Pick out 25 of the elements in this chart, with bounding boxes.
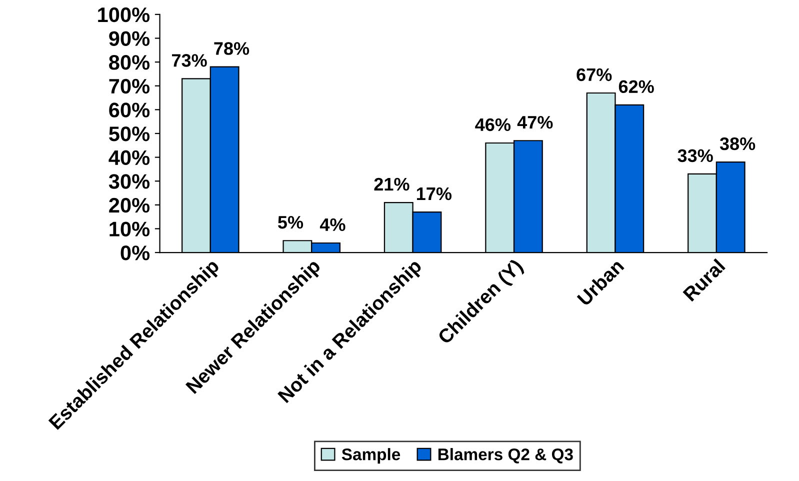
data-label: 78% xyxy=(214,42,250,55)
y-tick-label: 60% xyxy=(109,102,150,118)
data-label: 17% xyxy=(417,187,452,200)
y-tick-label: 10% xyxy=(110,222,150,236)
legend-label: Blamers Q2 & Q3 xyxy=(438,448,573,464)
y-tick-label: 40% xyxy=(108,150,150,166)
data-label: 33% xyxy=(678,149,713,162)
data-label: 47% xyxy=(517,116,553,129)
data-label: 38% xyxy=(720,137,756,150)
y-tick-label: 70% xyxy=(109,78,150,94)
data-label: 21% xyxy=(374,178,410,191)
y-tick-label: 20% xyxy=(109,198,150,213)
y-tick-label: 100% xyxy=(98,7,150,22)
data-label: 5% xyxy=(278,216,304,229)
data-label: 4% xyxy=(320,218,346,232)
y-tick-label: 50% xyxy=(109,126,150,142)
y-tick-label: 90% xyxy=(109,31,150,46)
y-tick-label: 80% xyxy=(109,55,150,70)
y-tick-label: 30% xyxy=(108,174,150,189)
data-label: 46% xyxy=(475,118,511,132)
data-label: 67% xyxy=(576,68,612,82)
data-label: 73% xyxy=(172,54,207,67)
legend-label: Sample xyxy=(342,448,400,464)
data-label: 62% xyxy=(618,80,654,94)
y-tick-label: 0% xyxy=(120,246,150,260)
